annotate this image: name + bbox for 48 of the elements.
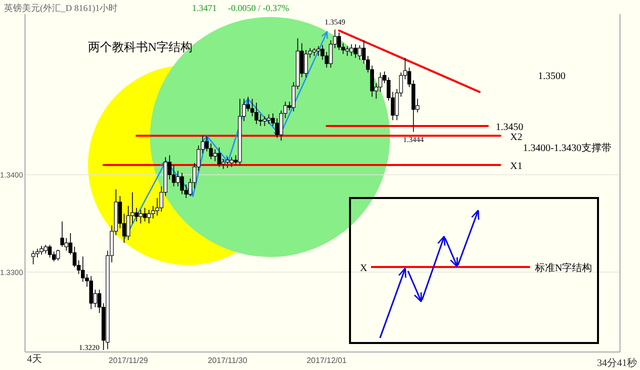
candlestick bbox=[80, 256, 85, 282]
annotation: X2 bbox=[510, 132, 522, 143]
candlestick bbox=[56, 249, 60, 261]
candlestick bbox=[254, 102, 258, 124]
candlestick bbox=[316, 46, 320, 56]
candlestick bbox=[126, 205, 130, 240]
candlestick bbox=[213, 148, 217, 162]
candlestick bbox=[31, 250, 36, 265]
candlestick bbox=[226, 156, 230, 168]
candlestick bbox=[138, 209, 143, 224]
candlestick bbox=[217, 147, 222, 168]
candlestick bbox=[180, 172, 184, 195]
candlestick bbox=[48, 244, 52, 258]
candlestick bbox=[209, 143, 213, 160]
annotation: X1 bbox=[510, 160, 522, 172]
candlestick bbox=[304, 50, 308, 78]
annotation: 两个教科书N字结构 bbox=[88, 40, 193, 54]
candlestick bbox=[354, 44, 358, 58]
candlestick bbox=[64, 238, 68, 252]
candlestick bbox=[262, 116, 267, 126]
annotation: X bbox=[360, 263, 368, 274]
candlestick bbox=[230, 156, 234, 168]
annotation: 1.3450 bbox=[496, 122, 524, 134]
annotation: 标准N字结构 bbox=[534, 262, 592, 274]
x-tick-label: 2017/12/01 bbox=[306, 356, 348, 365]
text: -0.0050 / -0.37% bbox=[228, 3, 290, 13]
candlestick bbox=[328, 40, 333, 68]
x-tick-label: 2017/11/29 bbox=[108, 356, 149, 365]
candlestick bbox=[142, 207, 147, 222]
text: 4天 bbox=[27, 354, 42, 365]
candlestick bbox=[250, 98, 254, 117]
candlestick bbox=[60, 221, 64, 248]
annotation: 1.3500 bbox=[538, 71, 566, 82]
candlestick bbox=[378, 72, 382, 92]
candlestick bbox=[89, 276, 94, 310]
candlestick bbox=[147, 209, 151, 224]
candlestick bbox=[176, 170, 180, 187]
text: 34分41秒 bbox=[597, 357, 637, 369]
candlestick bbox=[172, 164, 176, 187]
candlestick bbox=[337, 32, 341, 50]
candlestick bbox=[266, 114, 271, 124]
candlestick bbox=[35, 248, 40, 258]
annotation: 1.3400-1.3430支撑带 bbox=[523, 142, 612, 154]
text: 1.3471 bbox=[192, 3, 217, 13]
chart-title: 英镑美元(外汇_D 8161)1小时 bbox=[4, 3, 118, 13]
candlestick bbox=[350, 44, 354, 56]
x-tick-label: 2017/11/30 bbox=[208, 356, 248, 365]
candlestick bbox=[345, 46, 350, 56]
